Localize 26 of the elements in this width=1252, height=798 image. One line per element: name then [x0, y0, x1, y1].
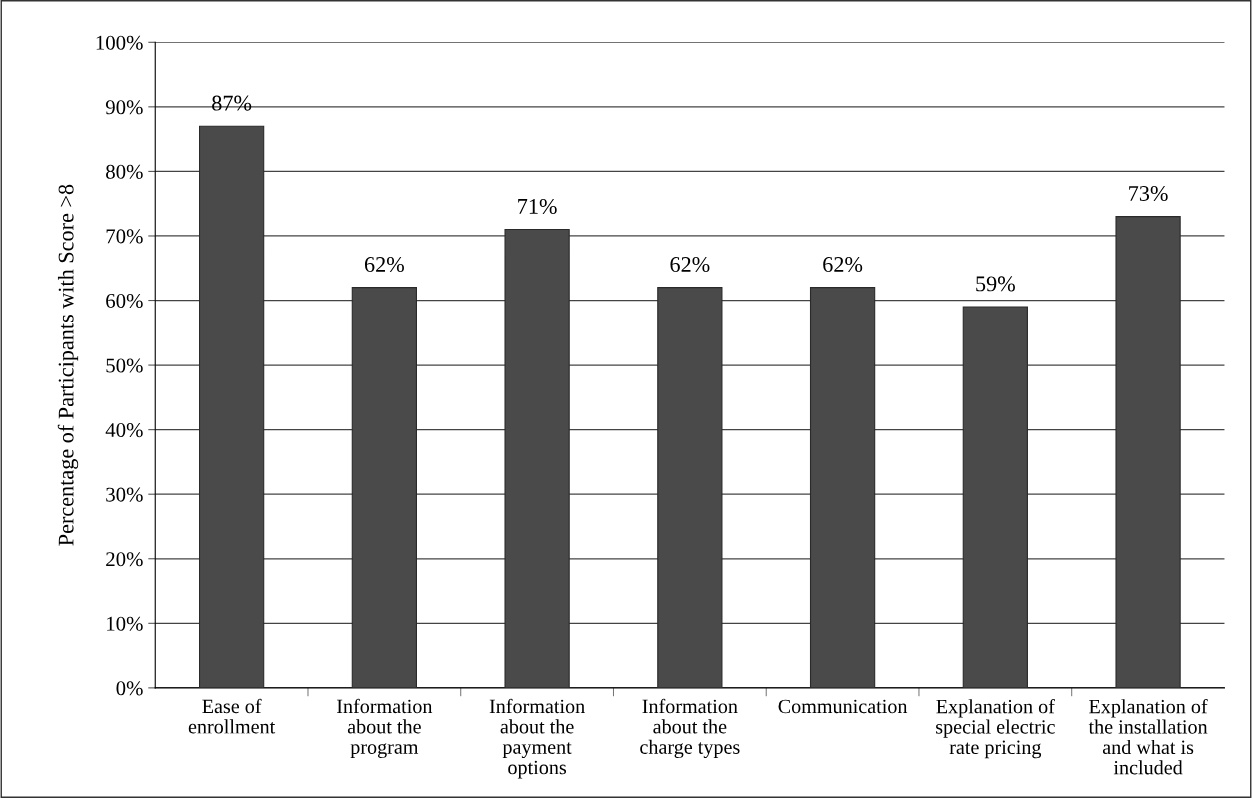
y-tick-label: 100% — [96, 35, 143, 50]
y-tick-label: 30% — [106, 487, 143, 502]
y-tick-label: 70% — [106, 229, 143, 244]
x-tick-label: Communication — [778, 699, 908, 714]
data-label: 87% — [212, 95, 252, 111]
x-tick-label: Information about the program — [337, 698, 433, 759]
data-label: 62% — [823, 256, 863, 273]
y-tick-label: 10% — [107, 616, 143, 631]
y-tick-label: 50% — [106, 358, 143, 373]
x-tick-label: Ease of enrollment — [188, 698, 276, 734]
data-label: 62% — [670, 256, 710, 273]
y-axis-title: Percentage of Participants with Score >8 — [57, 184, 79, 546]
y-tick-label: 40% — [105, 423, 143, 438]
x-tick-label: Information about the payment options — [489, 698, 585, 779]
data-label: 59% — [976, 276, 1015, 292]
y-tick-label: 80% — [106, 164, 143, 179]
x-tick-label: Explanation of the installation and what is included — [1088, 698, 1208, 775]
y-tick-label: 20% — [106, 552, 143, 567]
y-tick-label: 90% — [105, 100, 143, 115]
data-label: 73% — [1129, 185, 1168, 202]
y-tick-label: 0% — [116, 681, 143, 696]
y-tick-label: 60% — [106, 293, 143, 309]
x-tick-label: Information about the charge types — [640, 698, 740, 759]
data-label: 71% — [518, 198, 557, 214]
data-label: 62% — [364, 256, 404, 273]
x-tick-label: Explanation of special electric rate pricing — [936, 698, 1055, 759]
